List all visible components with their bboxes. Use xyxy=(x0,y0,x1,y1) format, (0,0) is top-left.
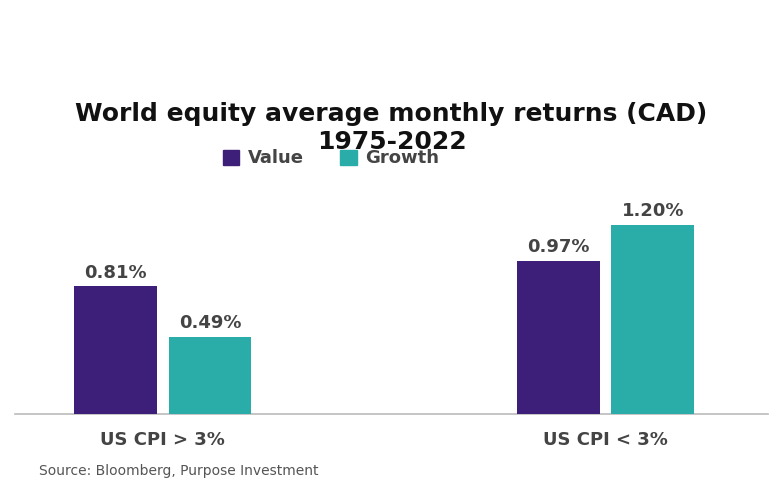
Text: 0.97%: 0.97% xyxy=(527,238,590,256)
Text: 1.20%: 1.20% xyxy=(622,202,684,220)
Bar xyxy=(517,261,600,414)
Legend: Value, Growth: Value, Growth xyxy=(223,149,439,167)
Bar xyxy=(168,337,251,414)
Text: Source: Bloomberg, Purpose Investment: Source: Bloomberg, Purpose Investment xyxy=(39,464,319,478)
Title: World equity average monthly returns (CAD)
1975-2022: World equity average monthly returns (CA… xyxy=(75,102,708,154)
Text: 0.49%: 0.49% xyxy=(179,314,241,332)
Text: 0.81%: 0.81% xyxy=(84,264,146,282)
Bar xyxy=(612,225,695,414)
Bar xyxy=(74,286,157,414)
